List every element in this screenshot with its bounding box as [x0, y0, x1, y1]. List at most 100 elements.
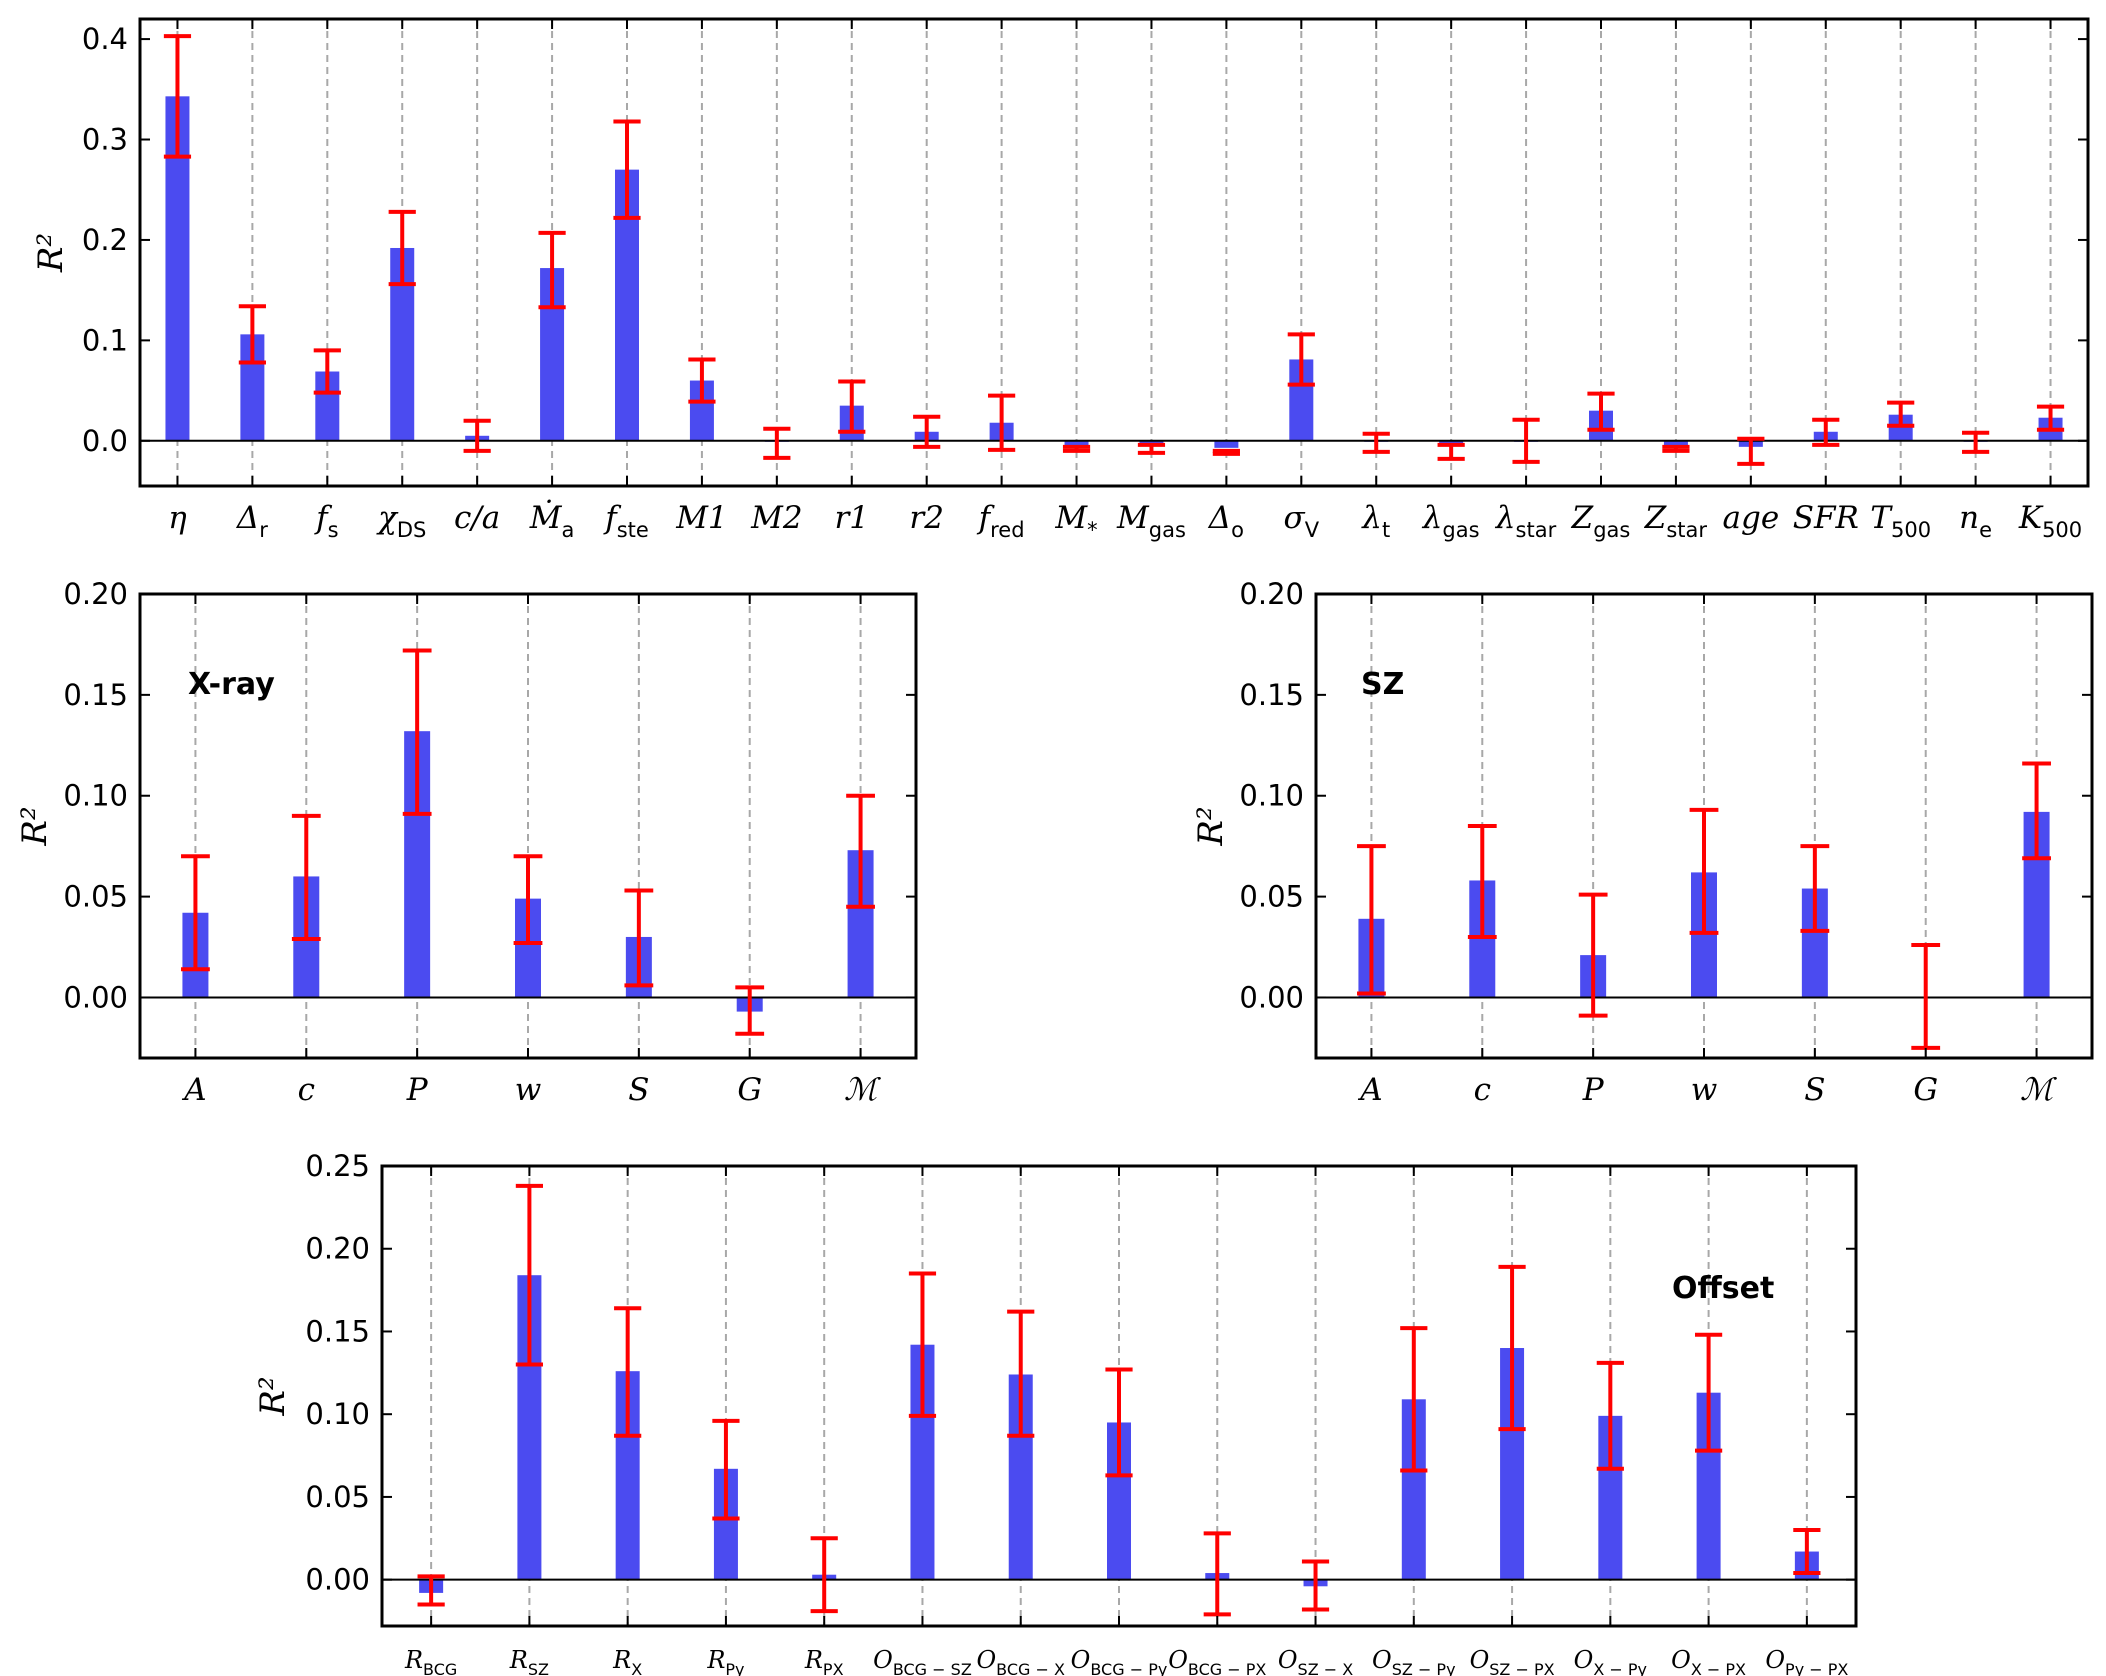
- y-tick-label: 0.3: [82, 123, 128, 157]
- category-label: ne: [1959, 500, 1992, 542]
- category-label-base: R: [404, 1646, 423, 1674]
- bar: [1663, 440, 1688, 446]
- error-bar: [988, 393, 1016, 452]
- error-bar: [1911, 943, 1941, 1050]
- error-bar: [1689, 807, 1719, 935]
- error-bar: [763, 426, 791, 460]
- y-tick-label: 0.20: [1239, 577, 1304, 611]
- panel-annotation: X-ray: [188, 667, 275, 702]
- category-label: K500: [2018, 500, 2082, 542]
- category-label-base: R: [509, 1646, 528, 1674]
- category-label: S: [628, 1072, 649, 1108]
- category-label-base: Z: [1571, 500, 1594, 536]
- error-bar: [1887, 400, 1915, 428]
- error-bar: [513, 854, 543, 946]
- error-bar: [417, 1574, 445, 1607]
- category-label-subscript: BCG − PX: [1188, 1660, 1266, 1676]
- error-bar: [838, 379, 866, 434]
- error-bar: [515, 1183, 543, 1367]
- error-bar: [2022, 761, 2051, 861]
- y-axis-label: R²: [253, 1376, 293, 1416]
- category-label-base: R: [612, 1646, 631, 1674]
- category-label: A: [1357, 1072, 1382, 1108]
- category-label: G: [737, 1072, 762, 1108]
- category-label-base: σ: [1284, 500, 1306, 536]
- category-label: OX − Py: [1574, 1646, 1647, 1676]
- category-label-base: O: [1071, 1646, 1091, 1674]
- category-label-base: χ: [376, 500, 399, 536]
- category-label: G: [1913, 1072, 1938, 1108]
- category-label-base: O: [1470, 1646, 1490, 1674]
- y-tick-label: 0.1: [82, 323, 128, 357]
- y-tick-label: 0.2: [82, 223, 128, 257]
- error-bar: [1793, 1528, 1821, 1576]
- error-bar: [1962, 430, 1990, 454]
- category-label-subscript: SZ − PX: [1489, 1660, 1554, 1676]
- category-label-subscript: SZ: [528, 1660, 549, 1676]
- category-label-subscript: X − PX: [1691, 1660, 1746, 1676]
- y-tick-label: 0.25: [305, 1149, 370, 1183]
- category-label: r2: [909, 500, 944, 536]
- category-label-base: Z: [1644, 500, 1667, 536]
- error-bar: [1362, 431, 1390, 454]
- error-bar: [1007, 1309, 1035, 1438]
- bar: [1214, 440, 1239, 448]
- error-bar: [1357, 844, 1386, 996]
- y-tick-label: 0.00: [63, 980, 128, 1014]
- category-label: T500: [1870, 500, 1931, 542]
- category-label-subscript: *: [1087, 518, 1098, 542]
- error-bar: [538, 230, 566, 310]
- category-label-base: n: [1959, 500, 1979, 536]
- category-label-subscript: BCG − X: [996, 1660, 1065, 1676]
- panel-annotation: Offset: [1672, 1271, 1774, 1306]
- y-tick-label: 0.20: [63, 577, 128, 611]
- category-label: Zstar: [1644, 500, 1708, 542]
- error-bar: [614, 1306, 642, 1438]
- category-label-base: age: [1723, 500, 1780, 536]
- category-label-base: R: [706, 1646, 725, 1674]
- category-label-base: P: [1582, 1072, 1605, 1108]
- y-tick-label: 0.0: [82, 424, 128, 458]
- category-label-subscript: star: [1666, 518, 1707, 542]
- y-axis-label: R²: [31, 233, 71, 273]
- category-label-base: M2: [750, 500, 802, 536]
- error-bar: [613, 119, 641, 220]
- error-bar: [688, 357, 716, 404]
- error-bar: [1695, 1332, 1723, 1453]
- error-bar: [1062, 444, 1091, 453]
- category-label: σV: [1284, 500, 1320, 542]
- category-label-base: λ: [1421, 500, 1443, 536]
- category-label-subscript: BCG: [423, 1660, 457, 1676]
- error-bar: [810, 1536, 838, 1614]
- category-label-subscript: Py − PX: [1785, 1660, 1848, 1676]
- y-tick-label: 0.10: [305, 1397, 370, 1431]
- category-label-base: M1: [675, 500, 727, 536]
- category-label: c: [1474, 1072, 1491, 1108]
- bar: [1064, 440, 1089, 446]
- y-tick-label: 0.4: [82, 22, 128, 56]
- category-label: Δr: [236, 500, 268, 542]
- error-bar: [1105, 1367, 1133, 1478]
- category-label-subscript: star: [1516, 518, 1557, 542]
- y-tick-label: 0.10: [1239, 779, 1304, 813]
- error-bar: [1800, 844, 1830, 933]
- error-bar: [463, 418, 491, 453]
- category-label-subscript: o: [1231, 518, 1244, 542]
- error-bar: [1301, 1559, 1330, 1612]
- category-label: c/a: [454, 500, 500, 536]
- category-label: χDS: [376, 500, 426, 542]
- error-bar: [313, 348, 341, 395]
- category-label: w: [1691, 1072, 1718, 1108]
- bar: [1439, 440, 1464, 445]
- error-bar: [1587, 391, 1615, 432]
- category-label-base: M: [1054, 500, 1088, 536]
- error-bar: [908, 1271, 937, 1418]
- category-label-base: c: [298, 1072, 315, 1108]
- category-label-subscript: gas: [1593, 518, 1630, 542]
- error-bar: [1596, 1360, 1624, 1471]
- error-bar: [1287, 332, 1315, 387]
- category-label-base: O: [1168, 1646, 1188, 1674]
- y-tick-label: 0.05: [1239, 880, 1304, 914]
